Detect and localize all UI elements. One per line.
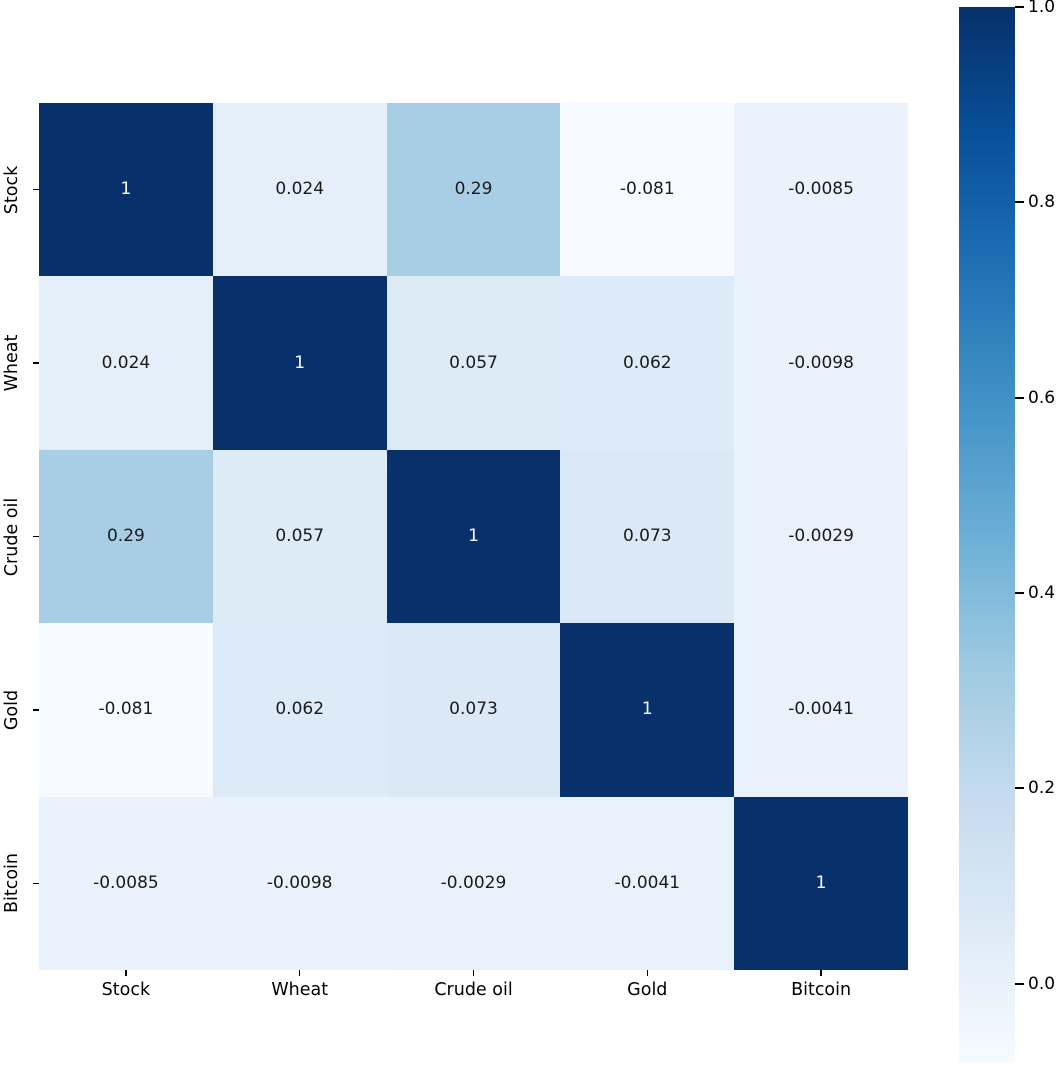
colorbar-tick-mark — [1015, 982, 1024, 985]
x-tick-mark — [125, 970, 127, 976]
y-tick-label-bitcoin: Bitcoin — [2, 853, 22, 914]
cell-value: 1 — [468, 525, 479, 546]
cell-value: -0.081 — [98, 699, 154, 720]
colorbar-tick-mark — [1015, 592, 1024, 595]
y-tick-mark — [33, 709, 39, 711]
colorbar-tick-mark — [1015, 201, 1024, 204]
heatmap-cell-crude-oil-bitcoin: -0.0029 — [734, 449, 908, 624]
cell-value: 1 — [294, 352, 306, 373]
cell-value: 0.057 — [449, 352, 498, 373]
heatmap-cell-stock-stock: 1 — [39, 103, 213, 277]
heatmap-cell-wheat-stock: 0.024 — [39, 276, 213, 450]
cell-value: 0.29 — [454, 179, 493, 200]
y-tick-label-stock: Stock — [2, 165, 22, 214]
cell-value: 0.29 — [106, 525, 145, 546]
cell-value: 1 — [120, 179, 132, 200]
heatmap-cell-gold-stock: -0.081 — [39, 623, 213, 797]
cell-value: -0.0041 — [788, 699, 854, 720]
y-tick-mark — [33, 188, 39, 191]
heatmap-cell-bitcoin-stock: -0.0085 — [39, 796, 213, 970]
cell-value: -0.0029 — [440, 872, 507, 893]
heatmap-cell-stock-crude-oil: 0.29 — [386, 103, 561, 277]
x-tick-mark — [646, 970, 649, 976]
cell-value: 0.073 — [449, 699, 498, 720]
cell-value: -0.081 — [619, 179, 675, 200]
x-tick-mark — [820, 970, 822, 976]
heatmap-cell-bitcoin-bitcoin: 1 — [734, 796, 908, 970]
cell-value: 0.062 — [275, 699, 325, 720]
x-tick-label-gold: Gold — [627, 980, 668, 1000]
x-tick-label-stock: Stock — [101, 980, 151, 1000]
x-tick-mark — [298, 970, 301, 976]
heatmap-cell-wheat-gold: 0.062 — [560, 276, 735, 450]
colorbar-tick-label: 1.0 — [1028, 0, 1056, 17]
colorbar-tick-label: 0.4 — [1028, 583, 1056, 604]
x-tick-mark — [472, 970, 475, 976]
y-tick-mark — [33, 362, 39, 364]
heatmap-cell-wheat-wheat: 1 — [212, 276, 387, 450]
cell-value: 1 — [815, 872, 827, 893]
cell-value: -0.0041 — [614, 872, 681, 893]
heatmap-cell-gold-gold: 1 — [560, 623, 735, 797]
x-tick-label-wheat: Wheat — [271, 980, 329, 1000]
heatmap-cell-crude-oil-crude-oil: 1 — [386, 449, 561, 624]
heatmap-cell-stock-bitcoin: -0.0085 — [734, 103, 908, 277]
heatmap-cell-gold-wheat: 0.062 — [212, 623, 387, 797]
cell-value: 0.062 — [622, 352, 672, 373]
heatmap-grid: 1 0.024 0.29 -0.081 -0.0085 0.024 1 0.057 0.062 -… — [39, 103, 908, 970]
colorbar-tick-mark — [1015, 6, 1024, 8]
cell-value: 0.024 — [101, 352, 151, 373]
y-tick-label-wheat: Wheat — [2, 334, 22, 392]
cell-value: -0.0085 — [788, 179, 854, 200]
cell-value: 1 — [641, 699, 653, 720]
y-tick-label-gold: Gold — [2, 689, 22, 731]
cell-value: 0.024 — [275, 179, 325, 200]
colorbar-tick-mark — [1015, 787, 1024, 790]
cell-value: 0.073 — [622, 525, 672, 546]
heatmap-cell-gold-crude-oil: 0.073 — [386, 623, 561, 797]
cell-value: 0.057 — [275, 525, 325, 546]
heatmap-cell-bitcoin-crude-oil: -0.0029 — [386, 796, 561, 970]
heatmap-cell-bitcoin-wheat: -0.0098 — [212, 796, 387, 970]
heatmap-cell-crude-oil-gold: 0.073 — [560, 449, 735, 624]
cell-value: -0.0029 — [788, 525, 854, 546]
cell-value: -0.0085 — [93, 872, 159, 893]
heatmap-cell-crude-oil-wheat: 0.057 — [212, 449, 387, 624]
colorbar-tick-mark — [1015, 396, 1024, 399]
heatmap-cell-bitcoin-gold: -0.0041 — [560, 796, 735, 970]
colorbar-tick-label: 0.8 — [1028, 192, 1056, 213]
y-tick-label-crude-oil: Crude oil — [2, 497, 22, 576]
heatmap-cell-gold-bitcoin: -0.0041 — [734, 623, 908, 797]
colorbar-tick-label: 0.2 — [1028, 778, 1056, 799]
heatmap-cell-wheat-bitcoin: -0.0098 — [734, 276, 908, 450]
y-tick-mark — [33, 535, 39, 538]
colorbar — [959, 7, 1015, 1063]
x-tick-label-crude-oil: Crude oil — [434, 980, 513, 1000]
cell-value: -0.0098 — [788, 352, 854, 373]
heatmap-cell-wheat-crude-oil: 0.057 — [386, 276, 561, 450]
y-tick-mark — [33, 882, 39, 885]
cell-value: -0.0098 — [266, 872, 333, 893]
heatmap-cell-stock-gold: -0.081 — [560, 103, 735, 277]
heatmap-cell-stock-wheat: 0.024 — [212, 103, 387, 277]
colorbar-tick-label: 0.6 — [1028, 387, 1056, 408]
heatmap-cell-crude-oil-stock: 0.29 — [39, 449, 213, 624]
x-tick-label-bitcoin: Bitcoin — [791, 980, 852, 1000]
colorbar-tick-label: 0.0 — [1028, 973, 1056, 994]
